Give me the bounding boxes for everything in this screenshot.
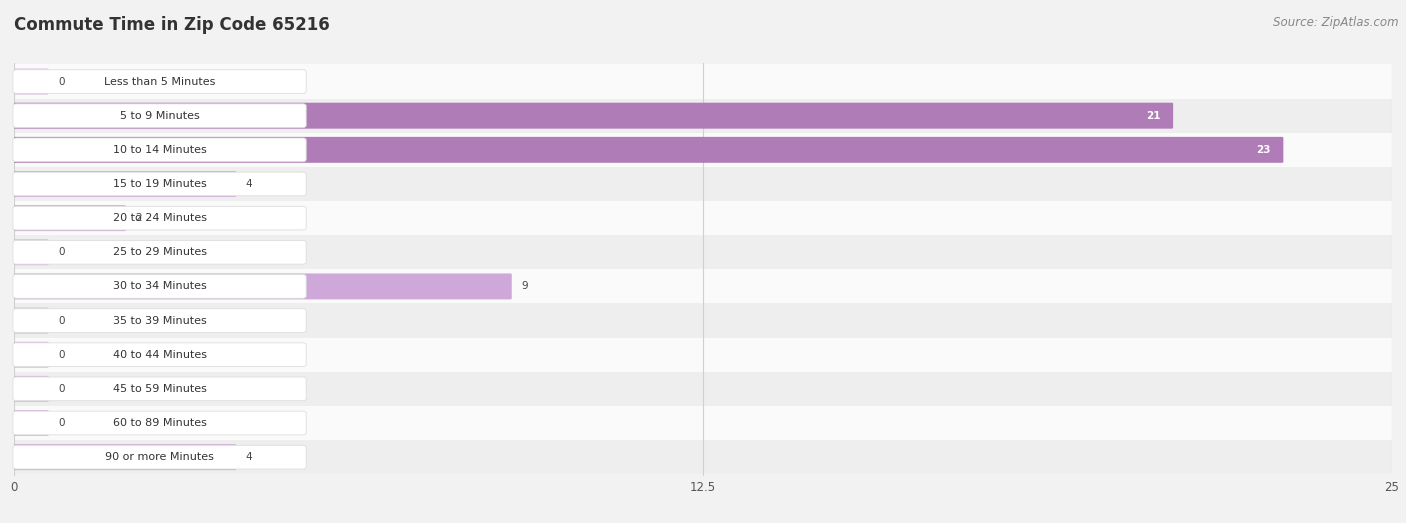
FancyBboxPatch shape xyxy=(13,445,307,469)
Text: 0: 0 xyxy=(58,315,65,325)
FancyBboxPatch shape xyxy=(13,171,236,197)
Text: 0: 0 xyxy=(58,76,65,86)
Text: 5 to 9 Minutes: 5 to 9 Minutes xyxy=(120,111,200,121)
FancyBboxPatch shape xyxy=(13,241,307,264)
Bar xyxy=(14,64,1392,99)
Text: 30 to 34 Minutes: 30 to 34 Minutes xyxy=(112,281,207,291)
Text: 2: 2 xyxy=(135,213,142,223)
FancyBboxPatch shape xyxy=(13,103,1173,129)
Text: 90 or more Minutes: 90 or more Minutes xyxy=(105,452,214,462)
Text: 9: 9 xyxy=(522,281,527,291)
FancyBboxPatch shape xyxy=(13,137,1284,163)
FancyBboxPatch shape xyxy=(13,206,307,230)
Bar xyxy=(14,133,1392,167)
FancyBboxPatch shape xyxy=(13,274,512,299)
Bar xyxy=(14,303,1392,338)
Text: 4: 4 xyxy=(246,452,252,462)
Text: 40 to 44 Minutes: 40 to 44 Minutes xyxy=(112,350,207,360)
FancyBboxPatch shape xyxy=(13,377,307,401)
FancyBboxPatch shape xyxy=(13,411,307,435)
Text: 10 to 14 Minutes: 10 to 14 Minutes xyxy=(112,145,207,155)
Bar xyxy=(14,440,1392,474)
FancyBboxPatch shape xyxy=(13,240,49,265)
Bar xyxy=(14,406,1392,440)
FancyBboxPatch shape xyxy=(13,205,127,231)
Text: 23: 23 xyxy=(1256,145,1271,155)
Text: Less than 5 Minutes: Less than 5 Minutes xyxy=(104,76,215,86)
Text: 45 to 59 Minutes: 45 to 59 Minutes xyxy=(112,384,207,394)
Text: Source: ZipAtlas.com: Source: ZipAtlas.com xyxy=(1274,16,1399,29)
Bar xyxy=(14,338,1392,372)
Bar xyxy=(14,235,1392,269)
Bar xyxy=(14,99,1392,133)
FancyBboxPatch shape xyxy=(13,444,236,470)
Text: 4: 4 xyxy=(246,179,252,189)
Bar xyxy=(14,372,1392,406)
Text: 60 to 89 Minutes: 60 to 89 Minutes xyxy=(112,418,207,428)
Text: 35 to 39 Minutes: 35 to 39 Minutes xyxy=(112,315,207,325)
Text: 15 to 19 Minutes: 15 to 19 Minutes xyxy=(112,179,207,189)
FancyBboxPatch shape xyxy=(13,309,307,333)
Text: 21: 21 xyxy=(1146,111,1160,121)
FancyBboxPatch shape xyxy=(13,275,307,298)
Bar xyxy=(14,269,1392,303)
FancyBboxPatch shape xyxy=(13,343,307,367)
FancyBboxPatch shape xyxy=(13,138,307,162)
Text: Commute Time in Zip Code 65216: Commute Time in Zip Code 65216 xyxy=(14,16,330,33)
Text: 0: 0 xyxy=(58,247,65,257)
Bar xyxy=(14,167,1392,201)
FancyBboxPatch shape xyxy=(13,308,49,334)
FancyBboxPatch shape xyxy=(13,376,49,402)
FancyBboxPatch shape xyxy=(13,410,49,436)
Text: 20 to 24 Minutes: 20 to 24 Minutes xyxy=(112,213,207,223)
Text: 0: 0 xyxy=(58,384,65,394)
FancyBboxPatch shape xyxy=(13,70,307,94)
Text: 0: 0 xyxy=(58,418,65,428)
Text: 0: 0 xyxy=(58,350,65,360)
FancyBboxPatch shape xyxy=(13,342,49,368)
Bar xyxy=(14,201,1392,235)
FancyBboxPatch shape xyxy=(13,172,307,196)
Text: 25 to 29 Minutes: 25 to 29 Minutes xyxy=(112,247,207,257)
FancyBboxPatch shape xyxy=(13,104,307,128)
FancyBboxPatch shape xyxy=(13,69,49,95)
